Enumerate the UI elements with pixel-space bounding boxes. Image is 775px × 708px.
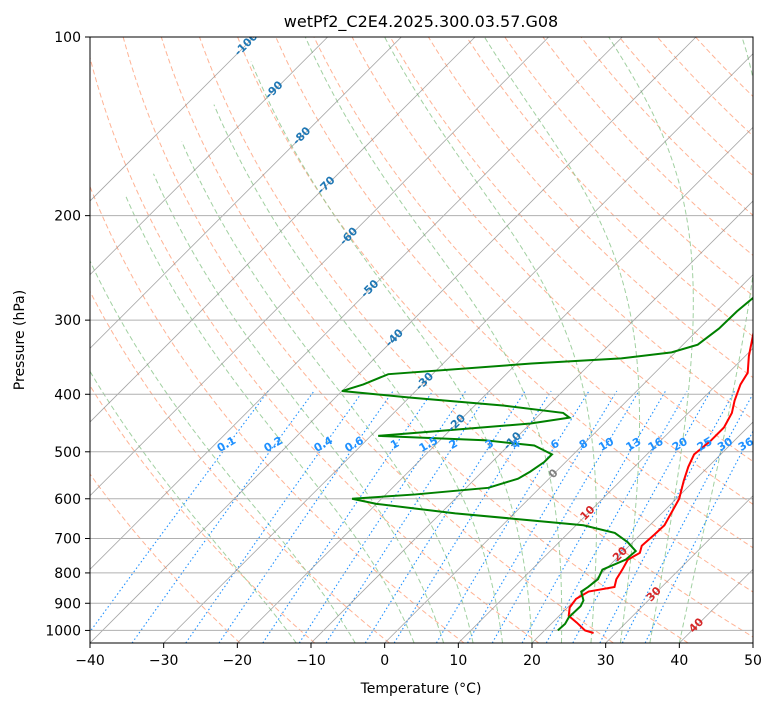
plot-area [90,37,753,643]
dry-adiabat-line [427,37,753,379]
dry-adiabat-line [90,55,540,643]
isotherm-line [90,37,549,497]
dry-adiabat-line [351,37,753,463]
isotherm-line [458,347,753,643]
plot-frame [89,36,754,644]
x-tick-label: 40 [670,653,688,669]
moist-adiabat-line [125,195,415,643]
isotherm-line [531,421,753,643]
y-axis-label: Pressure (hPa) [12,290,28,390]
moist-adiabat-line [250,61,533,643]
temperature-profile-line [567,330,753,634]
isotherm-line [90,37,402,349]
y-tick-label: 200 [54,209,81,225]
dry-adiabat-line [90,290,390,643]
isotherm-line [163,53,753,643]
dry-adiabat-line [122,37,614,643]
dry-adiabat-line [275,37,753,549]
isotherm-line [90,37,623,570]
mixing-ratio-line [572,390,712,643]
mixing-ratio-line [364,390,526,643]
x-tick-label: 50 [744,653,762,669]
isotherm-line [605,495,753,643]
y-tick-label: 600 [54,492,81,508]
y-tick-label: 300 [54,313,81,329]
axes: −40 −30 −20 −10 0 10 20 30 40 50 1000 900 800 700 600 5… [45,30,762,669]
moist-adiabat-line [608,37,694,643]
moist-adiabat-line [483,37,641,643]
x-tick-label: 20 [523,653,541,669]
moist-adiabat-line [304,37,563,643]
y-tick-label: 700 [54,532,81,548]
dry-adiabat-line [90,185,465,643]
dry-adiabat-line [90,384,316,643]
moist-adiabat-line [90,259,356,643]
dewpoint-profile-line [341,296,753,632]
x-axis-label: Temperature (°C) [360,681,482,697]
y-tick-label: 500 [54,445,81,461]
mixing-ratio-line [185,390,364,643]
y-tick-label: 800 [54,566,81,582]
x-tick-label: −30 [149,653,179,669]
mixing-ratio-line [393,390,552,643]
y-tick-label: 1000 [45,623,81,639]
mixing-ratio-label: 36 [736,435,756,454]
moist-adiabat-line [384,37,597,643]
mixing-ratio-line [599,390,736,643]
mixing-ratio-line [131,390,315,643]
dry-adiabat-line [504,37,753,297]
x-tick-label: −40 [75,653,105,669]
moist-adiabat-line [213,104,504,643]
dry-adiabat-line [90,473,241,643]
isotherm-line [384,274,753,643]
chart-title: wetPf2_C2E4.2025.300.03.57.G08 [284,12,558,32]
x-tick-label: 0 [380,653,389,669]
y-tick-label: 400 [54,387,81,403]
moist-adiabat-line [153,173,445,643]
dry-adiabat-line [160,37,689,643]
mixing-ratio-line [521,390,666,643]
isotherm-line [90,37,255,202]
isotherm-line [90,37,328,276]
mixing-ratio-line [325,390,491,643]
moist-adiabat-line [90,370,297,643]
x-tick-label: 10 [449,653,467,669]
mixing-ratio-line [621,392,753,643]
moist-adiabat-line [678,37,753,643]
isotherm-line [237,126,753,643]
x-tick-label: −10 [296,653,326,669]
dry-adiabat-line [237,37,753,593]
dry-adiabat-line [199,37,753,638]
isotherm-line [90,37,476,423]
y-tick-label: 100 [54,30,81,46]
isotherm-line [90,37,697,643]
mixing-ratio-line [491,390,640,643]
mixing-ratio-line [545,390,688,643]
mixing-ratio-line [218,390,394,643]
isotherm-line [310,200,753,643]
x-tick-label: −20 [223,653,253,669]
x-tick-label: 30 [597,653,615,669]
y-tick-label: 900 [54,596,81,612]
mixing-ratio-line [467,390,618,643]
